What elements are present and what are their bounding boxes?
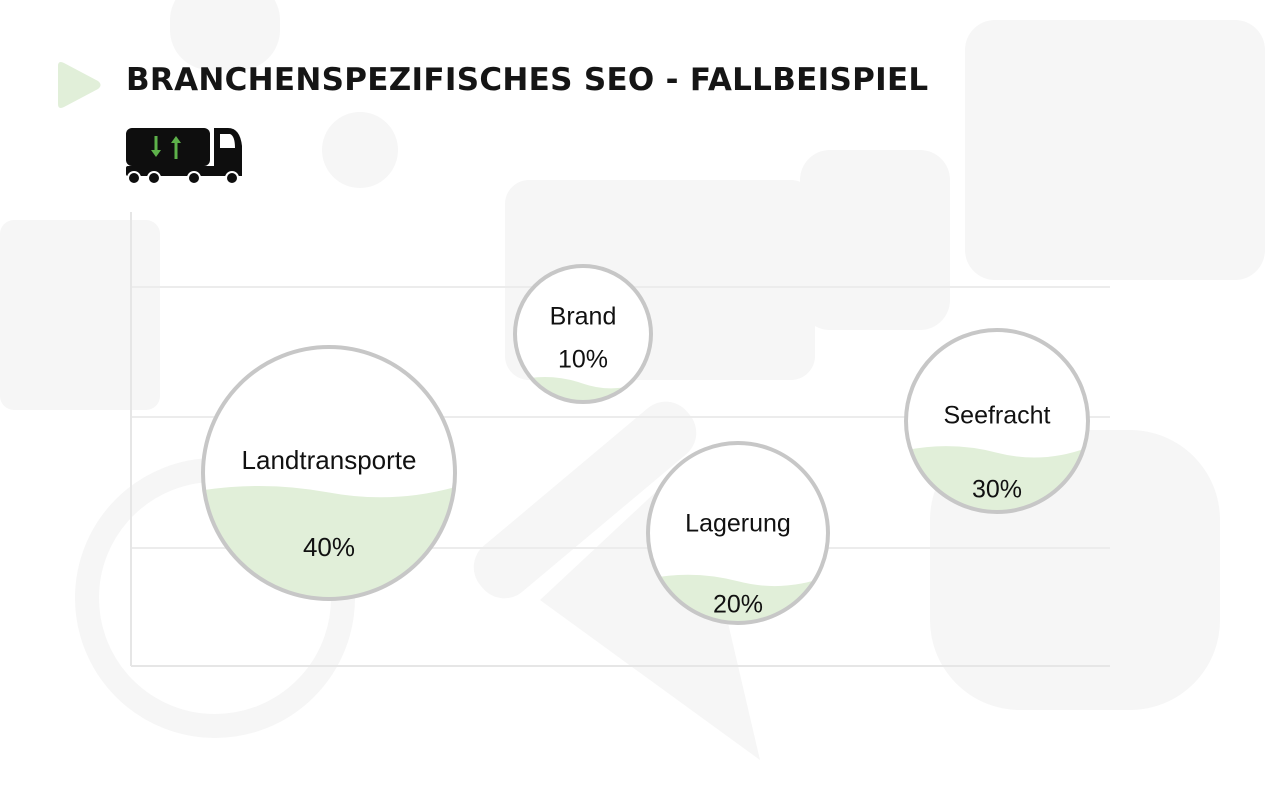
play-triangle-icon — [58, 62, 101, 108]
page-title: BRANCHENSPEZIFISCHES SEO - FALLBEISPIEL — [126, 62, 929, 98]
bubble-category-label: Landtransporte — [242, 445, 417, 475]
bubble-category-label: Brand — [550, 303, 617, 331]
bubble-landtransporte: Landtransporte 40% — [201, 345, 457, 601]
bubble-value-label: 40% — [303, 532, 355, 562]
bubble-brand: Brand 10% — [513, 264, 653, 404]
up-down-arrows-icon — [151, 136, 181, 159]
bubble-value-label: 10% — [558, 346, 608, 374]
bubble-outline — [646, 441, 830, 625]
bubble-fill-level — [204, 485, 454, 598]
bubble-background — [516, 267, 650, 401]
bubbles-group: Landtransporte 40% Brand 10% Lagerung 20% Seef… — [201, 264, 1090, 625]
bubble-value-label: 20% — [713, 591, 763, 619]
bubble-outline — [201, 345, 457, 601]
bubble-seefracht: Seefracht 30% — [904, 328, 1090, 514]
bubble-value-label: 30% — [972, 476, 1022, 504]
bubble-lagerung: Lagerung 20% — [646, 441, 830, 625]
bubble-outline — [513, 264, 653, 404]
bubble-outline — [904, 328, 1090, 514]
truck-icon — [126, 128, 242, 185]
bubble-category-label: Lagerung — [685, 510, 791, 538]
bubble-category-label: Seefracht — [943, 402, 1050, 430]
